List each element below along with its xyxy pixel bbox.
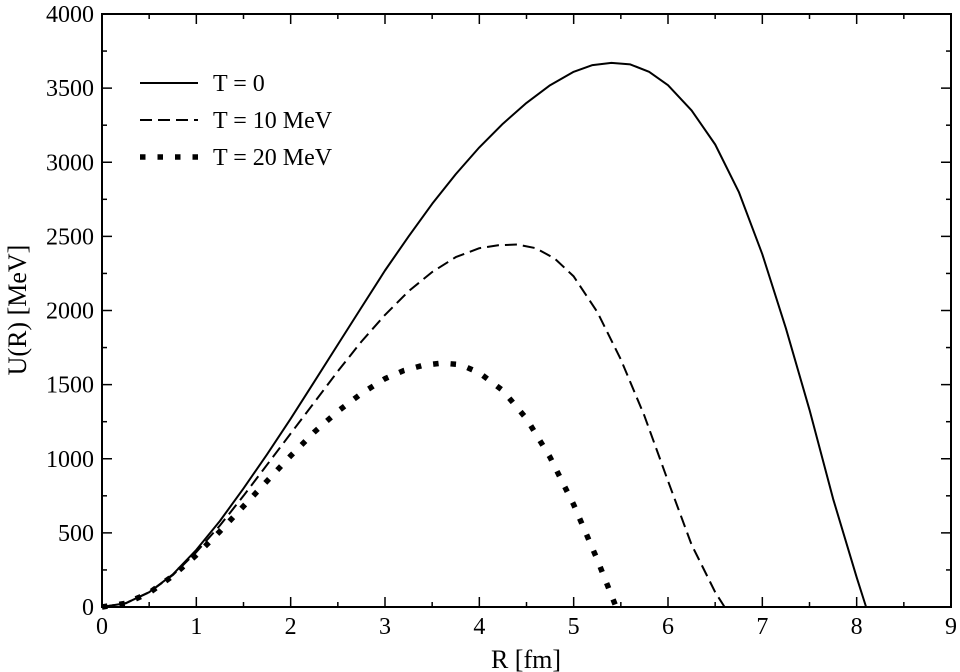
x-tick-label: 6 xyxy=(662,614,674,640)
legend-label: T = 10 MeV xyxy=(213,108,333,134)
y-tick-label: 1000 xyxy=(46,447,94,473)
legend-label: T = 0 xyxy=(213,71,265,97)
series-line-dashed xyxy=(101,243,726,608)
x-tick-label: 4 xyxy=(473,614,485,640)
x-tick-label: 7 xyxy=(756,614,768,640)
axis-tick-labels: 0 1 2 3 4 5 6 7 8 9 0 500 1000 1500 2000 2500 3000 3500 40… xyxy=(46,2,957,640)
x-tick-label: 1 xyxy=(190,614,202,640)
x-tick-label: 9 xyxy=(945,614,957,640)
series-line-dotted xyxy=(101,360,619,610)
y-tick-label: 2500 xyxy=(46,224,94,250)
y-tick-label: 2000 xyxy=(46,299,94,325)
x-axis-label: R [fm] xyxy=(491,645,561,672)
y-tick-label: 3000 xyxy=(46,150,94,176)
axis-ticks xyxy=(101,13,952,608)
x-tick-label: 2 xyxy=(285,614,297,640)
legend: T = 0 T = 10 MeV T = 20 MeV xyxy=(140,71,333,171)
y-tick-label: 0 xyxy=(82,595,94,621)
x-tick-label: 0 xyxy=(96,614,108,640)
y-tick-label: 4000 xyxy=(46,2,94,28)
x-tick-label: 5 xyxy=(568,614,580,640)
y-tick-label: 3500 xyxy=(46,76,94,102)
y-axis-label: U(R) [MeV] xyxy=(3,245,32,376)
y-tick-label: 1500 xyxy=(46,373,94,399)
y-tick-label: 500 xyxy=(58,521,94,547)
x-tick-label: 8 xyxy=(851,614,863,640)
x-tick-label: 3 xyxy=(379,614,391,640)
legend-label: T = 20 MeV xyxy=(213,145,333,171)
series-line-solid xyxy=(101,61,868,608)
data-series xyxy=(101,61,868,610)
